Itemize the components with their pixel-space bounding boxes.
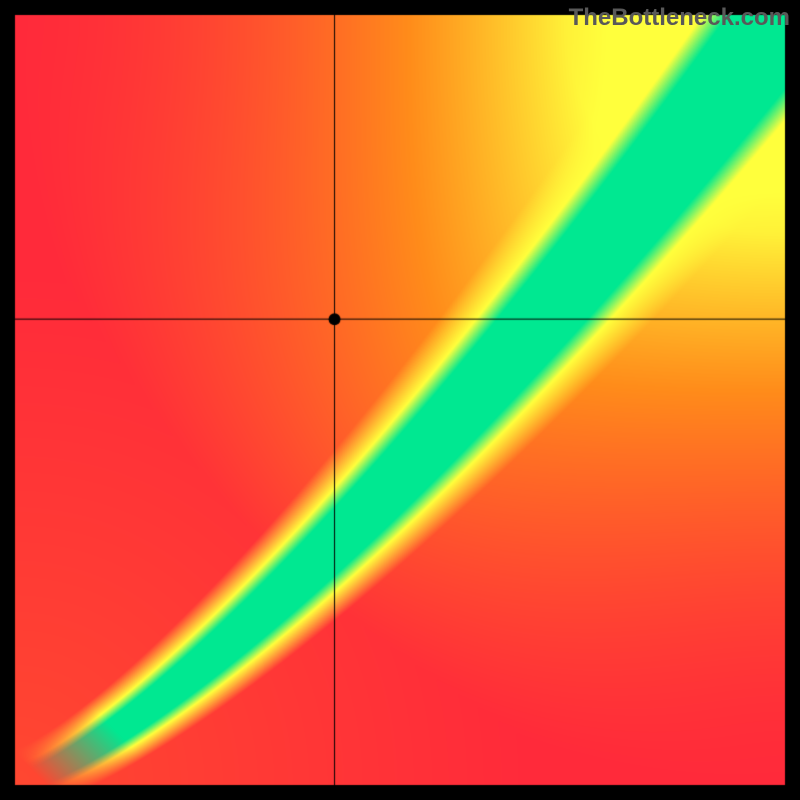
watermark-text: TheBottleneck.com bbox=[569, 4, 790, 32]
chart-container: TheBottleneck.com bbox=[0, 0, 800, 800]
bottleneck-heatmap bbox=[0, 0, 800, 800]
